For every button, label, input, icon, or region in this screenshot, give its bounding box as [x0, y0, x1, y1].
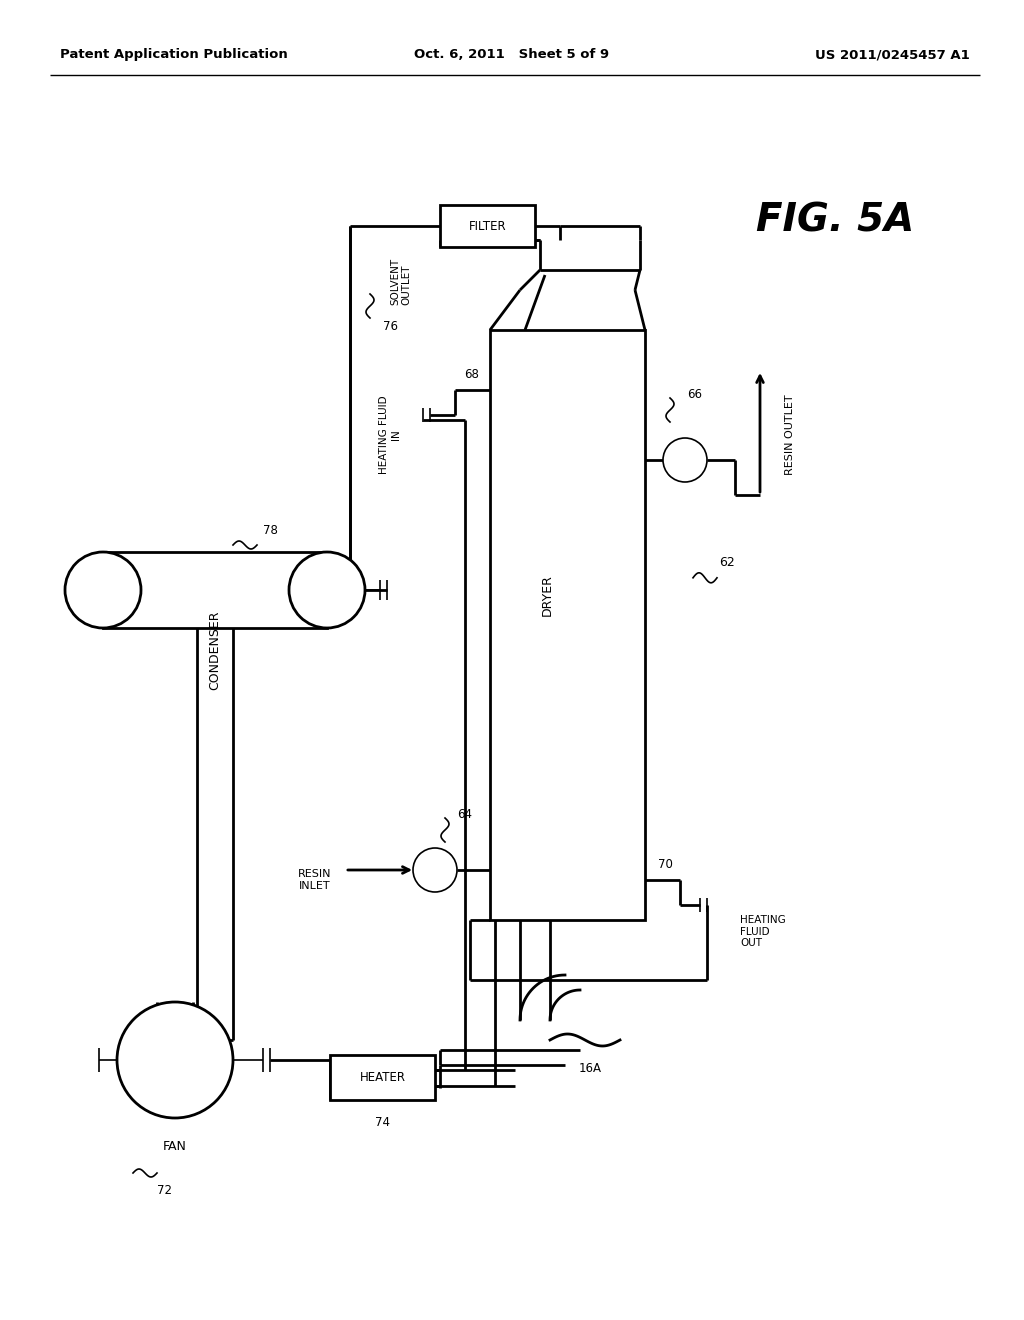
- Text: RESIN
INLET: RESIN INLET: [298, 869, 332, 891]
- Text: FAN: FAN: [163, 1139, 187, 1152]
- Bar: [440, 205, 535, 247]
- Circle shape: [663, 438, 707, 482]
- Text: Patent Application Publication: Patent Application Publication: [60, 48, 288, 61]
- Text: 74: 74: [375, 1115, 390, 1129]
- Text: 68: 68: [465, 368, 479, 381]
- Circle shape: [117, 1002, 233, 1118]
- Text: DRYER: DRYER: [541, 574, 554, 616]
- Text: US 2011/0245457 A1: US 2011/0245457 A1: [815, 48, 970, 61]
- Text: 66: 66: [687, 388, 702, 401]
- Text: 64: 64: [458, 808, 472, 821]
- Text: SOLVENT
OUTLET: SOLVENT OUTLET: [390, 257, 412, 305]
- Text: 72: 72: [158, 1184, 172, 1196]
- Text: FILTER: FILTER: [469, 219, 506, 232]
- Text: 78: 78: [262, 524, 278, 536]
- Text: 76: 76: [383, 319, 397, 333]
- Text: HEATING
FLUID
OUT: HEATING FLUID OUT: [740, 915, 785, 948]
- Text: HEATING FLUID
IN: HEATING FLUID IN: [379, 396, 400, 474]
- Text: RESIN OUTLET: RESIN OUTLET: [785, 395, 795, 475]
- Bar: [103, 552, 327, 628]
- Text: 70: 70: [657, 858, 673, 871]
- Text: Oct. 6, 2011   Sheet 5 of 9: Oct. 6, 2011 Sheet 5 of 9: [415, 48, 609, 61]
- Bar: [490, 330, 645, 920]
- Text: 62: 62: [719, 556, 735, 569]
- Circle shape: [413, 847, 457, 892]
- Text: CONDENSER: CONDENSER: [209, 610, 221, 690]
- Text: 16A: 16A: [579, 1061, 601, 1074]
- Text: FIG. 5A: FIG. 5A: [756, 201, 914, 239]
- Ellipse shape: [65, 552, 141, 628]
- Text: HEATER: HEATER: [359, 1071, 406, 1084]
- Bar: [330, 1055, 435, 1100]
- Ellipse shape: [289, 552, 365, 628]
